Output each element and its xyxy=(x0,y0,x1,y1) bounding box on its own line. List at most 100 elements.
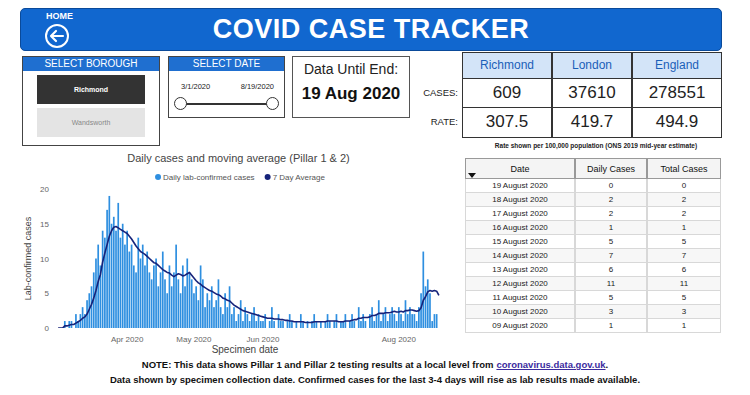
bar xyxy=(173,272,175,328)
table-cell: 3 xyxy=(647,305,721,319)
bar xyxy=(333,321,335,328)
bar xyxy=(329,321,331,328)
bar xyxy=(367,328,369,329)
bar xyxy=(365,321,367,328)
sort-icon[interactable] xyxy=(468,173,476,178)
bar xyxy=(151,279,153,328)
bar xyxy=(253,307,255,328)
bar xyxy=(222,314,224,328)
borough-option[interactable]: Wandsworth xyxy=(37,108,145,137)
bar xyxy=(131,245,133,328)
bar xyxy=(153,265,155,328)
home-icon-arrow[interactable] xyxy=(51,31,63,41)
bar xyxy=(262,321,264,328)
bar xyxy=(420,293,422,328)
bar xyxy=(122,224,124,328)
bar xyxy=(427,279,429,328)
bar xyxy=(251,314,253,328)
home-icon[interactable] xyxy=(44,23,70,49)
data-until-box: Data Until End:19 Aug 2020 xyxy=(292,56,410,118)
footer-link-end: . xyxy=(606,359,609,370)
bar xyxy=(244,307,246,328)
table-cell: 6 xyxy=(575,263,647,277)
home-label[interactable]: HOME xyxy=(46,11,73,21)
summary-header: England xyxy=(632,52,722,79)
summary-row-label: CASES: xyxy=(412,87,458,98)
date-start: 3/1/2020 xyxy=(181,82,210,91)
legend-marker xyxy=(265,174,271,180)
bar xyxy=(164,279,166,328)
bar xyxy=(436,314,438,328)
bar xyxy=(278,314,280,328)
bar xyxy=(102,231,104,328)
borough-option[interactable]: Richmond xyxy=(37,75,145,104)
chart: Daily cases and moving average (Pillar 1… xyxy=(0,150,460,362)
bar xyxy=(73,328,75,329)
bar xyxy=(269,321,271,328)
bar xyxy=(113,217,115,328)
bar xyxy=(200,265,202,328)
date-slider-handle[interactable] xyxy=(266,97,279,110)
date-slider-handle[interactable] xyxy=(174,97,187,110)
summary-value: 278551 xyxy=(632,78,722,108)
bar xyxy=(264,314,266,328)
table-cell: 15 August 2020 xyxy=(465,235,575,249)
data-until-label: Data Until End: xyxy=(293,61,409,77)
bar xyxy=(120,238,122,328)
bar xyxy=(407,314,409,328)
table-header[interactable]: Total Cases xyxy=(647,158,721,179)
bar xyxy=(66,328,68,329)
bar xyxy=(411,314,413,328)
bar xyxy=(117,203,119,328)
bar xyxy=(373,321,375,328)
table-header[interactable]: Daily Cases xyxy=(575,158,647,179)
plot-area xyxy=(58,196,439,328)
legend-label: 7 Day Average xyxy=(273,173,326,182)
bar xyxy=(380,321,382,328)
bar xyxy=(220,307,222,328)
home-icon-circle[interactable] xyxy=(46,25,68,47)
table-cell: 1 xyxy=(575,319,647,333)
summary-value: 609 xyxy=(462,78,552,108)
bar xyxy=(287,321,289,328)
bar xyxy=(293,328,295,329)
bar xyxy=(211,286,213,328)
y-tick-label: 0 xyxy=(45,324,50,333)
summary-value: 37610 xyxy=(552,78,632,108)
bar xyxy=(331,328,333,329)
table-cell: 17 August 2020 xyxy=(465,207,575,221)
bar xyxy=(360,321,362,328)
bar xyxy=(353,321,355,328)
bar xyxy=(242,321,244,328)
table-cell: 11 xyxy=(575,277,647,291)
bar xyxy=(184,286,186,328)
bar xyxy=(376,314,378,328)
y-tick-label: 10 xyxy=(40,255,49,264)
summary-value: 494.9 xyxy=(632,107,722,138)
bar xyxy=(124,245,126,328)
table-header[interactable]: Date xyxy=(465,158,575,179)
bar xyxy=(431,321,433,328)
legend-label: Daily lab-confirmed cases xyxy=(163,173,255,182)
summary-row-label: RATE: xyxy=(412,116,458,127)
bar xyxy=(280,321,282,328)
bar xyxy=(309,328,311,329)
bar xyxy=(149,272,151,328)
bar xyxy=(142,245,144,328)
footer-line: NOTE: This data shows Pillar 1 and Pilla… xyxy=(0,359,750,370)
table-cell: 5 xyxy=(647,235,721,249)
table-cell: 19 August 2020 xyxy=(465,179,575,193)
table-cell: 7 xyxy=(647,249,721,263)
bar xyxy=(398,307,400,328)
table-cell: 10 August 2020 xyxy=(465,305,575,319)
footer-link[interactable]: coronavirus.data.gov.uk xyxy=(496,359,605,370)
bar xyxy=(400,314,402,328)
bar xyxy=(371,307,373,328)
bar xyxy=(347,328,349,329)
dashboard: HOMECOVID CASE TRACKERSELECT BOROUGHRich… xyxy=(0,0,750,395)
bar xyxy=(391,307,393,328)
bar xyxy=(255,321,257,328)
bar xyxy=(304,328,306,329)
table-cell: 13 August 2020 xyxy=(465,263,575,277)
x-tick-label: May 2020 xyxy=(176,335,212,344)
